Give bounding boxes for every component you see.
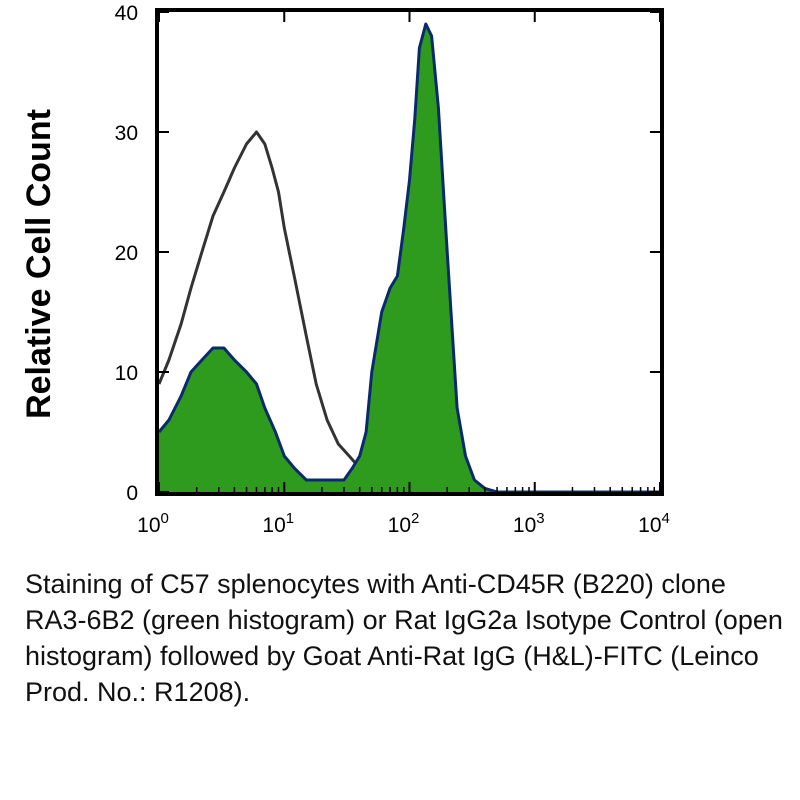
y-tick-label: 20	[115, 242, 138, 265]
x-tick-label: 102	[388, 510, 420, 537]
histogram-chart: 0 10 20 30 40 100 101 102 103 104 Relative Cell C…	[20, 2, 670, 537]
y-tick-label: 0	[126, 482, 138, 505]
y-tick-label: 10	[115, 362, 138, 385]
plot-frame	[155, 8, 664, 496]
y-axis-label: Relative Cell Count	[20, 109, 58, 419]
filled-histogram-outline	[157, 22, 660, 494]
histogram-series-2	[157, 22, 660, 494]
axis-layer: 0 10 20 30 40 100 101 102 103 104	[115, 2, 670, 537]
x-tick-label: 100	[137, 510, 169, 537]
filled-histogram-area	[159, 24, 660, 492]
x-tick-label: 101	[262, 510, 294, 537]
y-tick-label: 40	[115, 2, 138, 25]
plot-layer	[157, 22, 660, 494]
y-tick-label: 30	[115, 122, 138, 145]
x-tick-label: 103	[513, 510, 545, 537]
figure-caption: Staining of C57 splenocytes with Anti-CD…	[25, 569, 783, 707]
x-tick-label: 104	[638, 510, 670, 537]
